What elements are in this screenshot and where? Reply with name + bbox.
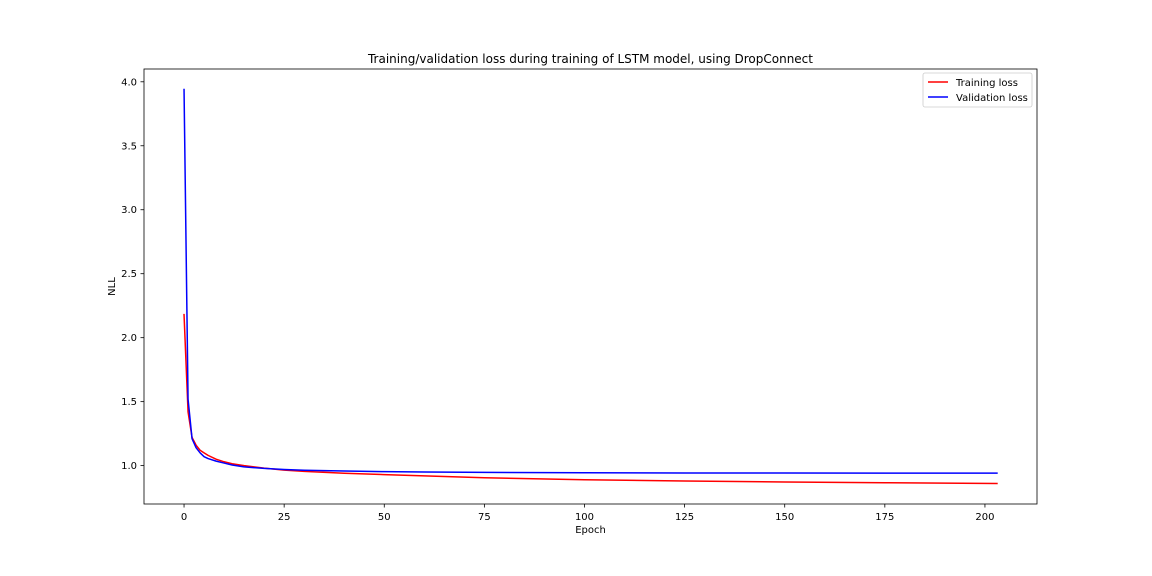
y-tick-label: 3.5 xyxy=(121,141,137,152)
y-axis-label: NLL xyxy=(107,277,118,296)
series-line-validation-loss xyxy=(183,88,998,474)
y-tick-label: 2.0 xyxy=(121,333,137,344)
y-tick-label: 1.5 xyxy=(121,397,137,408)
x-tick-label: 100 xyxy=(575,512,594,523)
x-tick-label: 125 xyxy=(675,512,694,523)
x-tick-label: 25 xyxy=(278,512,291,523)
y-axis: 1.0 1.5 2.0 2.5 3.0 3.5 4.0 xyxy=(121,77,144,472)
legend-label-training-loss: Training loss xyxy=(955,78,1018,89)
x-tick-label: 0 xyxy=(181,512,187,523)
x-tick-label: 50 xyxy=(378,512,391,523)
x-tick-label: 200 xyxy=(975,512,994,523)
y-tick-label: 3.0 xyxy=(121,205,137,216)
legend: Training loss Validation loss xyxy=(922,72,1033,108)
y-tick-label: 2.5 xyxy=(121,269,137,280)
y-tick-label: 1.0 xyxy=(121,461,137,472)
x-tick-label: 175 xyxy=(875,512,894,523)
x-tick-label: 150 xyxy=(775,512,794,523)
x-tick-label: 75 xyxy=(478,512,491,523)
x-axis: 0 25 50 75 100 125 150 175 200 xyxy=(181,504,994,523)
chart-title: Training/validation loss during training… xyxy=(367,52,813,66)
legend-box xyxy=(922,72,1033,108)
x-axis-label: Epoch xyxy=(575,525,606,536)
legend-label-validation-loss: Validation loss xyxy=(956,93,1028,104)
axes-frame xyxy=(143,68,1038,505)
y-tick-label: 4.0 xyxy=(121,77,137,88)
